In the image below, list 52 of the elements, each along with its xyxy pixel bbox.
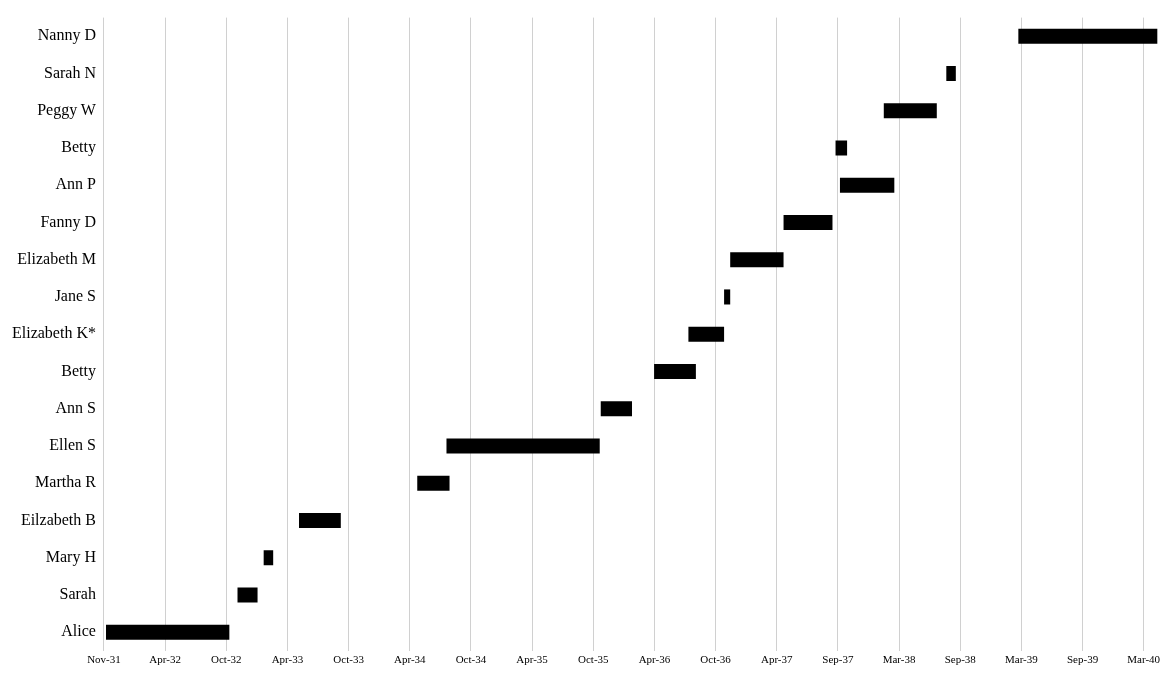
x-tick-label: Apr-37 — [760, 653, 794, 666]
bar — [1018, 28, 1158, 44]
x-tick-label: Apr-33 — [271, 653, 304, 666]
y-tick-label: Elizabeth M — [17, 249, 96, 267]
x-tick-label: Apr-35 — [516, 653, 549, 666]
x-tick-label: Sep-39 — [1066, 653, 1099, 666]
bar — [724, 289, 731, 305]
bar — [299, 512, 341, 528]
x-tick-label: Apr-36 — [638, 653, 671, 666]
bar — [446, 438, 600, 454]
y-tick-label: Betty — [61, 361, 96, 380]
bar — [654, 363, 696, 379]
y-tick-label: Ann S — [55, 398, 96, 416]
bar — [883, 103, 937, 119]
y-tick-label: Nanny D — [37, 26, 96, 45]
bar — [783, 214, 833, 230]
x-tick-label: Oct-34 — [455, 653, 487, 666]
bar — [730, 252, 784, 268]
y-tick-label: Betty — [61, 138, 96, 157]
y-tick-label: Sarah N — [43, 63, 97, 81]
x-tick-label: Sep-37 — [822, 653, 854, 666]
y-tick-label: Peggy W — [37, 100, 97, 119]
bar — [600, 401, 632, 417]
y-tick-label: Mary H — [45, 547, 97, 566]
x-tick-label: Oct-32 — [211, 653, 242, 666]
bar — [237, 587, 258, 603]
y-tick-label: Jane S — [54, 287, 96, 305]
x-tick-label: Apr-32 — [149, 653, 181, 666]
x-tick-label: Sep-38 — [944, 653, 977, 666]
bar — [417, 475, 450, 491]
y-tick-label: Ellen S — [49, 436, 96, 454]
bar — [106, 624, 230, 640]
y-tick-label: Martha R — [35, 473, 97, 491]
x-tick-label: Nov-31 — [87, 653, 121, 666]
x-tick-label: Mar-39 — [1005, 653, 1039, 666]
bar — [839, 177, 895, 193]
x-tick-label: Apr-34 — [394, 653, 427, 666]
y-tick-label: Eilzabeth B — [20, 510, 96, 528]
x-tick-label: Oct-35 — [577, 653, 610, 666]
y-tick-label: Fanny D — [40, 212, 96, 231]
x-tick-label: Oct-33 — [333, 653, 365, 666]
x-tick-label: Mar-38 — [882, 653, 916, 666]
y-tick-label: Ann P — [55, 175, 97, 193]
bar — [263, 550, 274, 566]
x-tick-label: Oct-36 — [700, 653, 732, 666]
y-tick-label: Elizabeth K* — [12, 324, 96, 342]
y-tick-label: Sarah — [59, 585, 96, 603]
y-tick-label: Alice — [61, 622, 96, 640]
bar — [946, 65, 956, 82]
bar — [688, 326, 725, 342]
bar — [835, 140, 848, 156]
x-tick-label: Mar-40 — [1127, 653, 1161, 666]
